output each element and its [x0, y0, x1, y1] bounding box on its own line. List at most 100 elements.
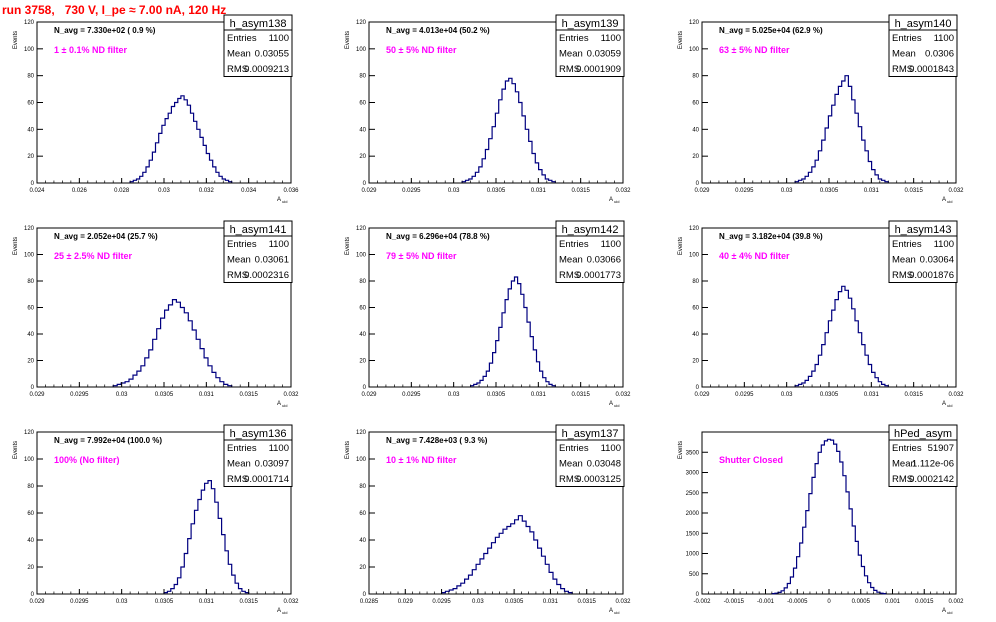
stats-box [223, 14, 293, 77]
y-tick-label: 80 [692, 279, 699, 285]
histogram-panel-h_asym140: 0.029 0.0295 0.03 0.0305 0.031 0.0315 0.032 0 20… [678, 14, 964, 204]
y-tick-label: 40 [27, 538, 34, 544]
stats-value: 1100 [934, 239, 954, 250]
stats-box [555, 424, 625, 487]
x-axis-label: A uid [942, 401, 952, 408]
y-tick-label: 120 [356, 226, 367, 232]
y-tick-label: 3500 [686, 450, 700, 456]
y-tick-label: 20 [692, 154, 699, 160]
x-tick-label: 0.0315 [904, 392, 923, 398]
y-tick-label: 40 [359, 538, 366, 544]
stats-value: 0.0001843 [909, 64, 954, 75]
y-tick-label: 100 [356, 47, 367, 53]
stats-box [223, 220, 293, 283]
y-tick-label: 60 [27, 306, 34, 312]
histogram-line [441, 515, 573, 594]
histogram-panel-hPed_asym: -0.002 -0.0015 -0.001 -0.0005 0 0.0005 0.001 0.… [678, 424, 964, 615]
x-tick-label: 0.03 [158, 188, 170, 194]
x-axis-label: A uid [942, 608, 952, 615]
y-tick-label: 100 [689, 253, 700, 259]
x-tick-label: 0.036 [283, 188, 299, 194]
x-tick-label: 0.0315 [571, 392, 590, 398]
x-tick-label: 0.029 [398, 599, 414, 605]
y-tick-label: 100 [356, 457, 367, 463]
stats-value: 0.0001714 [244, 474, 289, 485]
stats-title: h_asym142 [562, 224, 619, 236]
y-tick-label: 0 [363, 181, 367, 187]
stats-key: RMS [559, 474, 580, 485]
stats-title: h_asym137 [562, 428, 619, 440]
filter-label: 40 ± 4% ND filter [719, 251, 790, 261]
x-tick-label: 0.0315 [239, 599, 258, 605]
x-tick-label: 0.032 [615, 188, 631, 194]
histogram-line [461, 77, 556, 183]
x-tick-label: 0.031 [864, 188, 880, 194]
x-tick-label: 0.03 [781, 188, 793, 194]
y-axis-label: Events [13, 237, 19, 255]
stats-value: 1100 [601, 33, 621, 44]
y-axis-label: Events [678, 441, 684, 459]
stats-key: RMS [227, 270, 248, 281]
y-tick-label: 40 [692, 332, 699, 338]
stats-key: RMS [559, 270, 580, 281]
stats-key: RMS [892, 64, 913, 75]
y-tick-label: 80 [359, 74, 366, 80]
x-tick-label: 0.0305 [155, 392, 174, 398]
stats-title: h_asym139 [562, 18, 619, 30]
histogram-line [771, 438, 887, 595]
y-tick-label: 20 [27, 154, 34, 160]
stats-key: Entries [227, 443, 257, 454]
x-tick-label: 0.0295 [70, 599, 89, 605]
y-tick-label: 100 [689, 47, 700, 53]
y-tick-label: 40 [359, 127, 366, 133]
y-tick-label: 60 [692, 306, 699, 312]
x-tick-label: 0.029 [694, 392, 710, 398]
filter-label: 50 ± 5% ND filter [386, 45, 457, 55]
y-tick-label: 40 [27, 127, 34, 133]
stats-box [888, 424, 958, 487]
stats-value: 1100 [269, 239, 289, 250]
histogram-line [794, 75, 889, 183]
y-tick-label: 60 [359, 306, 366, 312]
y-tick-label: 40 [359, 332, 366, 338]
y-tick-label: 80 [27, 279, 34, 285]
y-tick-label: 120 [24, 430, 35, 436]
stats-value: 1100 [601, 239, 621, 250]
x-axis-label: A uid [942, 197, 952, 204]
x-tick-label: 0.03 [472, 599, 484, 605]
x-tick-label: 0.0005 [852, 599, 871, 605]
y-tick-label: 100 [24, 253, 35, 259]
x-tick-label: 0.029 [694, 188, 710, 194]
histogram-line [470, 276, 556, 387]
y-tick-label: 60 [359, 101, 366, 107]
stats-value: 0.0009213 [244, 64, 289, 75]
stats-key: Entries [892, 33, 922, 44]
y-tick-label: 120 [689, 226, 700, 232]
y-tick-label: 40 [692, 127, 699, 133]
y-tick-label: 60 [359, 511, 366, 517]
x-tick-label: 0.03 [448, 188, 460, 194]
x-tick-label: 0.029 [361, 392, 377, 398]
filter-label: 79 ± 5% ND filter [386, 251, 457, 261]
x-tick-label: 0.031 [531, 392, 547, 398]
x-tick-label: 0.0305 [505, 599, 524, 605]
stats-key: RMS [892, 270, 913, 281]
navg-label: N_avg = 6.296e+04 (78.8 %) [386, 232, 490, 241]
y-tick-label: 20 [359, 359, 366, 365]
x-axis-label: A uid [609, 401, 619, 408]
x-tick-label: 0.024 [29, 188, 45, 194]
y-tick-label: 80 [692, 74, 699, 80]
stats-key: Mean [559, 459, 583, 470]
stats-value: 0.0001876 [909, 270, 954, 281]
stats-box [888, 220, 958, 283]
x-tick-label: 0.001 [885, 599, 901, 605]
stats-title: hPed_asym [894, 428, 952, 440]
filter-label: 25 ± 2.5% ND filter [54, 251, 132, 261]
y-tick-label: 20 [27, 359, 34, 365]
stats-box [555, 220, 625, 283]
x-tick-label: 0.0305 [155, 599, 174, 605]
x-tick-label: 0.032 [615, 599, 631, 605]
y-tick-label: 2500 [686, 491, 700, 497]
x-tick-label: 0.0285 [360, 599, 379, 605]
stats-value: 0.03059 [587, 49, 621, 60]
